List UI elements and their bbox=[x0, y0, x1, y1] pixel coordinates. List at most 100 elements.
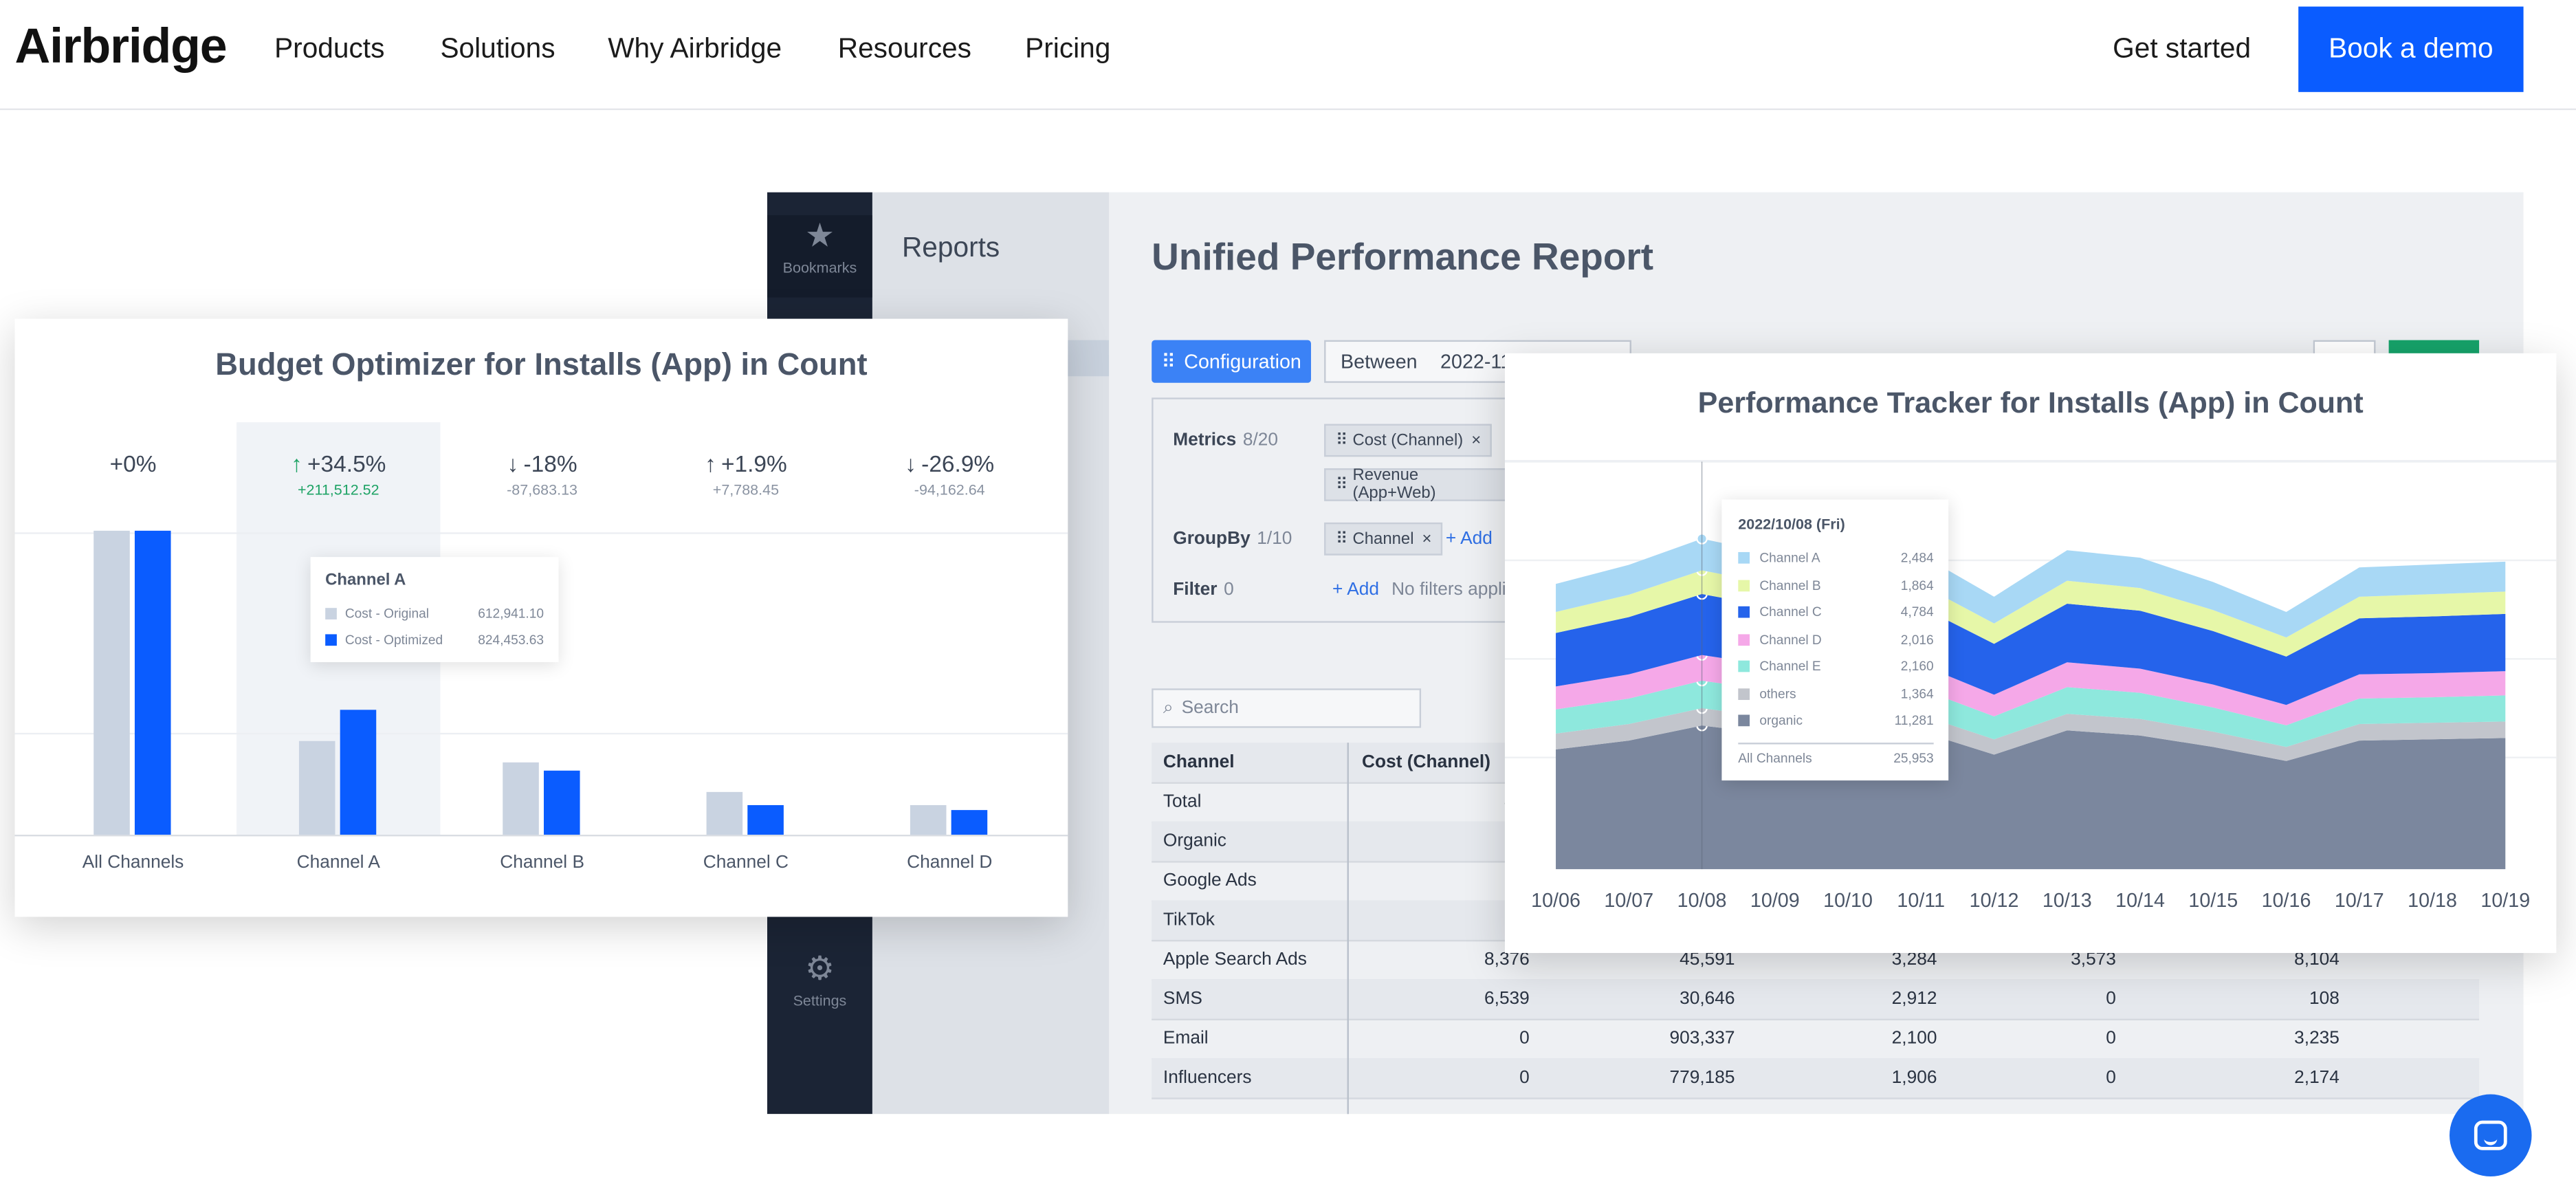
tooltip-total-value: 25,953 bbox=[1893, 751, 1934, 766]
bar-cost-original[interactable] bbox=[706, 792, 743, 835]
bar-cost-original[interactable] bbox=[503, 761, 539, 835]
metric-chip[interactable]: ⠿ Cost (Channel) × bbox=[1324, 424, 1493, 457]
table-cell: 6,539 bbox=[1484, 989, 1530, 1009]
nav-link-resources[interactable]: Resources bbox=[837, 32, 971, 65]
change-sub-value: -87,683.13 bbox=[507, 481, 578, 498]
budget-chart-title: Budget Optimizer for Installs (App) in C… bbox=[215, 348, 868, 383]
drag-handle-icon: ⠿ bbox=[1335, 529, 1348, 548]
close-icon[interactable]: × bbox=[1471, 431, 1482, 450]
table-cell: 0 bbox=[1519, 1068, 1530, 1088]
x-tick-label: 10/13 bbox=[2042, 888, 2092, 912]
chart-tooltip: Channel A Cost - Original 612,941.10 Cost -… bbox=[310, 557, 559, 663]
tooltip-value: 1,864 bbox=[1900, 577, 1934, 593]
area-series-organic[interactable] bbox=[1556, 725, 2506, 870]
table-cell: 2,912 bbox=[1891, 989, 1937, 1009]
groupby-chip-label: Channel bbox=[1352, 529, 1414, 548]
tooltip-row: organic 11,281 bbox=[1738, 713, 1934, 728]
nav-link-why-airbridge[interactable]: Why Airbridge bbox=[608, 32, 782, 65]
x-tick-label: 10/08 bbox=[1677, 888, 1727, 912]
x-tick-label: 10/10 bbox=[1823, 888, 1873, 912]
x-tick-label: Channel C bbox=[703, 853, 789, 873]
x-tick-label: 10/14 bbox=[2115, 888, 2165, 912]
tooltip-row: Channel C 4,784 bbox=[1738, 604, 1934, 620]
bar-cost-original[interactable] bbox=[910, 804, 947, 835]
filter-label-text: Filter bbox=[1173, 580, 1218, 600]
chat-icon bbox=[2474, 1120, 2507, 1150]
filter-add-link[interactable]: + Add bbox=[1332, 580, 1380, 600]
groupby-chip[interactable]: ⠿ Channel × bbox=[1324, 522, 1444, 556]
row-channel-name: Google Ads bbox=[1163, 870, 1257, 891]
airbridge-logo[interactable]: Airbridge bbox=[14, 19, 228, 74]
change-stat: ↓ -26.9% -94,162.64 bbox=[859, 450, 1040, 498]
bar-cost-optimized[interactable] bbox=[951, 810, 988, 835]
tooltip-label: organic bbox=[1759, 713, 1803, 728]
bar-cost-original[interactable] bbox=[93, 530, 130, 835]
metric-chip[interactable]: ⠿Revenue (App+Web)× bbox=[1324, 467, 1532, 503]
legend-swatch bbox=[1738, 661, 1750, 673]
legend-swatch bbox=[325, 635, 337, 647]
metrics-count: 8/20 bbox=[1242, 430, 1279, 450]
get-started-link[interactable]: Get started bbox=[2113, 32, 2252, 65]
table-cell: 3,235 bbox=[2294, 1028, 2340, 1049]
configuration-button[interactable]: ⠿ Configuration bbox=[1152, 340, 1311, 383]
drag-handle-icon: ⠿ bbox=[1335, 475, 1348, 494]
change-value: +1.9% bbox=[720, 450, 787, 477]
change-percent: ↓ -18% bbox=[452, 450, 632, 476]
bar-cost-optimized[interactable] bbox=[340, 710, 377, 835]
column-header[interactable]: Cost (Channel) bbox=[1362, 752, 1491, 773]
tooltip-value: 2,016 bbox=[1900, 631, 1934, 647]
rail-bookmarks-label: Bookmarks bbox=[782, 259, 857, 276]
row-channel-name: Organic bbox=[1163, 831, 1226, 851]
tooltip-total-row: All Channels 25,953 bbox=[1738, 751, 1933, 766]
arrow-up-icon: ↑ bbox=[291, 450, 302, 477]
tooltip-label: Channel B bbox=[1759, 577, 1821, 593]
close-icon[interactable]: × bbox=[1422, 529, 1432, 548]
tooltip-value: 2,160 bbox=[1900, 659, 1934, 674]
nav-link-solutions[interactable]: Solutions bbox=[440, 32, 555, 65]
rail-bookmarks[interactable]: ★ Bookmarks bbox=[767, 215, 872, 298]
grid-icon: ⠿ bbox=[1161, 350, 1176, 373]
filter-count: 0 bbox=[1224, 580, 1234, 600]
bar-cost-optimized[interactable] bbox=[134, 530, 171, 835]
change-stat: ↓ -18% -87,683.13 bbox=[452, 450, 632, 498]
table-column-divider bbox=[1347, 743, 1349, 1115]
table-cell: 0 bbox=[1519, 1028, 1530, 1049]
arrow-down-icon: ↓ bbox=[905, 450, 917, 477]
x-axis-line bbox=[14, 834, 1068, 837]
metric-chip-label: Cost (Channel) bbox=[1352, 431, 1464, 450]
groupby-add-link[interactable]: + Add bbox=[1445, 529, 1493, 549]
change-percent: +0% bbox=[43, 450, 223, 476]
x-tick-label: Channel A bbox=[296, 853, 380, 873]
metrics-label: Metrics 8/20 bbox=[1173, 430, 1278, 450]
tooltip-divider bbox=[1738, 743, 1934, 745]
perf-chart-title: Performance Tracker for Installs (App) i… bbox=[1697, 386, 2364, 419]
rail-settings[interactable]: ⚙ Settings bbox=[767, 948, 872, 1009]
book-demo-button[interactable]: Book a demo bbox=[2298, 6, 2524, 92]
table-cell: 108 bbox=[2309, 989, 2340, 1009]
column-header[interactable]: Channel bbox=[1163, 752, 1235, 773]
tooltip-label: Channel A bbox=[1759, 550, 1820, 566]
bar-cost-optimized[interactable] bbox=[543, 771, 580, 835]
nav-link-pricing[interactable]: Pricing bbox=[1025, 32, 1111, 65]
filter-empty-text: No filters appli bbox=[1391, 580, 1506, 600]
configuration-label: Configuration bbox=[1184, 350, 1301, 373]
legend-swatch bbox=[1738, 580, 1750, 592]
metrics-label-text: Metrics bbox=[1173, 430, 1237, 450]
nav-link-products[interactable]: Products bbox=[274, 32, 385, 65]
budget-optimizer-card: Budget Optimizer for Installs (App) in C… bbox=[14, 318, 1068, 917]
chat-button[interactable] bbox=[2450, 1094, 2532, 1177]
tooltip-row: Channel D 2,016 bbox=[1738, 631, 1934, 647]
search-input[interactable]: ⌕ Search bbox=[1152, 688, 1422, 728]
x-tick-label: Channel D bbox=[907, 853, 993, 873]
tooltip-label: Cost - Optimized bbox=[344, 633, 443, 648]
tooltip-label: Channel C bbox=[1759, 604, 1822, 620]
chart-tooltip: 2022/10/08 (Fri) Channel A 2,484 Channel B 1… bbox=[1721, 499, 1949, 781]
bar-cost-original[interactable] bbox=[298, 740, 335, 835]
change-sub-value: -94,162.64 bbox=[914, 481, 985, 498]
bar-cost-optimized[interactable] bbox=[747, 805, 784, 835]
x-tick-label: 10/11 bbox=[1897, 888, 1946, 912]
sidebar-title: Reports bbox=[901, 231, 1000, 263]
gear-icon: ⚙ bbox=[805, 951, 835, 988]
table-row: SMS 6,539 30,646 2,912 0 108 bbox=[1152, 979, 2480, 1021]
table-cell: 30,646 bbox=[1680, 989, 1735, 1009]
